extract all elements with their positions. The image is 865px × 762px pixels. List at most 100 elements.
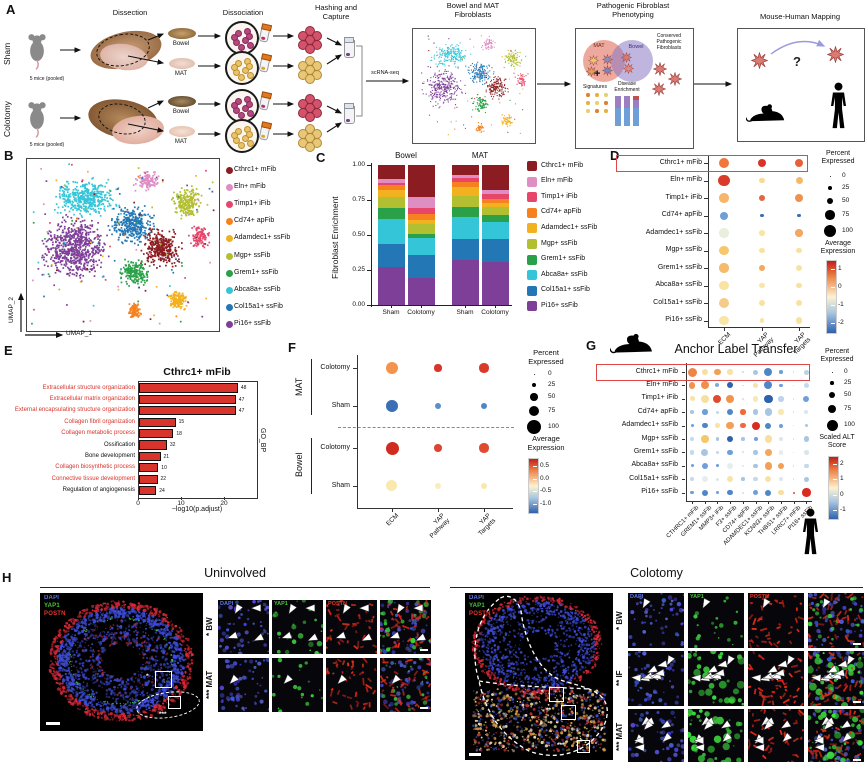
g-dot [701, 368, 708, 376]
c-legend-label: Timp1+ iFib [541, 192, 578, 200]
h-crop-tile-postn [748, 709, 804, 762]
bowel-label: Bowel [172, 109, 190, 115]
c-cat-label: Sham [456, 309, 474, 316]
f-colorbar-tick: 0.0 [540, 474, 550, 482]
g-dot [792, 424, 795, 427]
h-crop-tile-yap1 [688, 709, 744, 762]
colotomy-section-image [465, 593, 613, 760]
g-dot [726, 462, 734, 470]
d-dot [759, 265, 765, 271]
d-dot [795, 177, 803, 184]
f-colorbar-tick: -1.0 [540, 500, 552, 508]
cell-dot [247, 140, 254, 147]
g-dot [764, 435, 772, 443]
scale-bar [420, 649, 428, 651]
f-dot [435, 483, 441, 489]
f-dot [480, 482, 488, 490]
c-bar-segment [482, 194, 509, 199]
c-legend-swatch [527, 161, 537, 171]
g-dot [688, 382, 696, 389]
f-dot [480, 402, 488, 410]
c-bar-segment [408, 233, 435, 238]
region-box [549, 687, 564, 702]
c-legend-label: Mgp+ ssFib [541, 239, 578, 247]
h-crop-tile-dapi [218, 600, 269, 654]
d-row-tick [704, 268, 708, 269]
f-colorbar-dash [533, 465, 537, 467]
g-dot [715, 423, 720, 428]
umap-plot-frame [26, 158, 220, 332]
umap-legend-swatch [226, 321, 233, 329]
c-bar-segment [452, 195, 479, 207]
c-bar-segment [452, 260, 479, 305]
g-dot [701, 435, 709, 443]
h-crop-channel-label: YAP1 [274, 601, 288, 607]
d-dot [719, 245, 729, 256]
g-dot [713, 394, 722, 403]
mini-dot [586, 101, 590, 105]
g-dot [803, 436, 809, 442]
g-dot [690, 410, 694, 414]
d-percent-legend-dot [825, 210, 835, 220]
signatures-mini-plot [582, 91, 610, 121]
g-percent-legend-value: 25 [844, 379, 852, 386]
g-dot [741, 477, 745, 481]
g-row-label: Grem1+ ssFib [633, 447, 678, 455]
e-term-label: Ossification [103, 441, 135, 448]
c-legend-label: Cthrc1+ mFib [541, 161, 584, 169]
d-dot [718, 174, 730, 187]
c-bar-segment [408, 278, 435, 305]
g-col-tick [730, 501, 732, 504]
c-bar-segment [482, 261, 509, 305]
g-dot [764, 368, 773, 376]
f-percent-legend-value: 0 [548, 370, 552, 377]
d-row-tick [704, 198, 708, 199]
c-y-tick [367, 200, 371, 201]
mat-label: MAT [174, 71, 188, 77]
c-y-axis-label: Fibroblast Enrichment [330, 196, 340, 280]
f-percent-legend-dot [531, 382, 537, 388]
cell-dot [238, 44, 245, 51]
umap-legend-label: Mgp+ ssFib [234, 251, 271, 259]
g-dot [741, 451, 744, 454]
h-crop-row-label: *** MAT [615, 722, 624, 751]
c-y-tick-label: 1.00 [352, 161, 365, 168]
dissociation-dish-bowel [225, 21, 259, 55]
d-row-label: Pi16+ ssFib [665, 316, 702, 323]
dapi-label: DAPI [469, 595, 485, 601]
conserved-label: Conserved Pathogenic Fibroblasts [656, 33, 682, 51]
h-crop-tile-yap1 [688, 651, 744, 706]
g-dot [700, 381, 709, 390]
h-crop-tile-postn [748, 651, 804, 706]
g-colorbar-tick: 0 [840, 490, 844, 498]
h-crop-row-label: * BW [615, 611, 624, 630]
h-crop-tile-yap1 [272, 600, 323, 654]
e-x-tick [181, 497, 182, 500]
g-dot [701, 448, 709, 456]
cell-dot [246, 101, 253, 108]
d-colorbar [826, 260, 837, 334]
d-row-label: Col15a1+ ssFib [653, 298, 702, 306]
cell-dot [247, 110, 254, 117]
cell-dot [238, 142, 245, 149]
mini-dot [595, 109, 599, 113]
f-expression-legend-title: Average Expression [527, 434, 565, 452]
g-colorbar [828, 456, 839, 520]
g-dot [765, 422, 772, 429]
d-row-tick [704, 215, 708, 217]
g-row-label: Pi16+ ssFib [641, 488, 678, 496]
g-dot [753, 369, 758, 375]
c-bar-segment [452, 207, 479, 217]
f-colorbar-dash [533, 491, 537, 493]
g-percent-legend-title: Percent Expressed [820, 348, 854, 364]
c-legend-swatch [527, 254, 537, 265]
c-legend-label: Abca8a+ ssFib [541, 270, 588, 278]
f-row-label: Colotomy [320, 363, 350, 371]
region-box [577, 740, 590, 753]
bowel-thumb [168, 96, 196, 107]
e-x-tick [224, 497, 225, 500]
g-colorbar-dash [833, 479, 837, 481]
f-dot [385, 361, 399, 375]
g-dot [740, 409, 746, 415]
g-dot [726, 394, 735, 403]
